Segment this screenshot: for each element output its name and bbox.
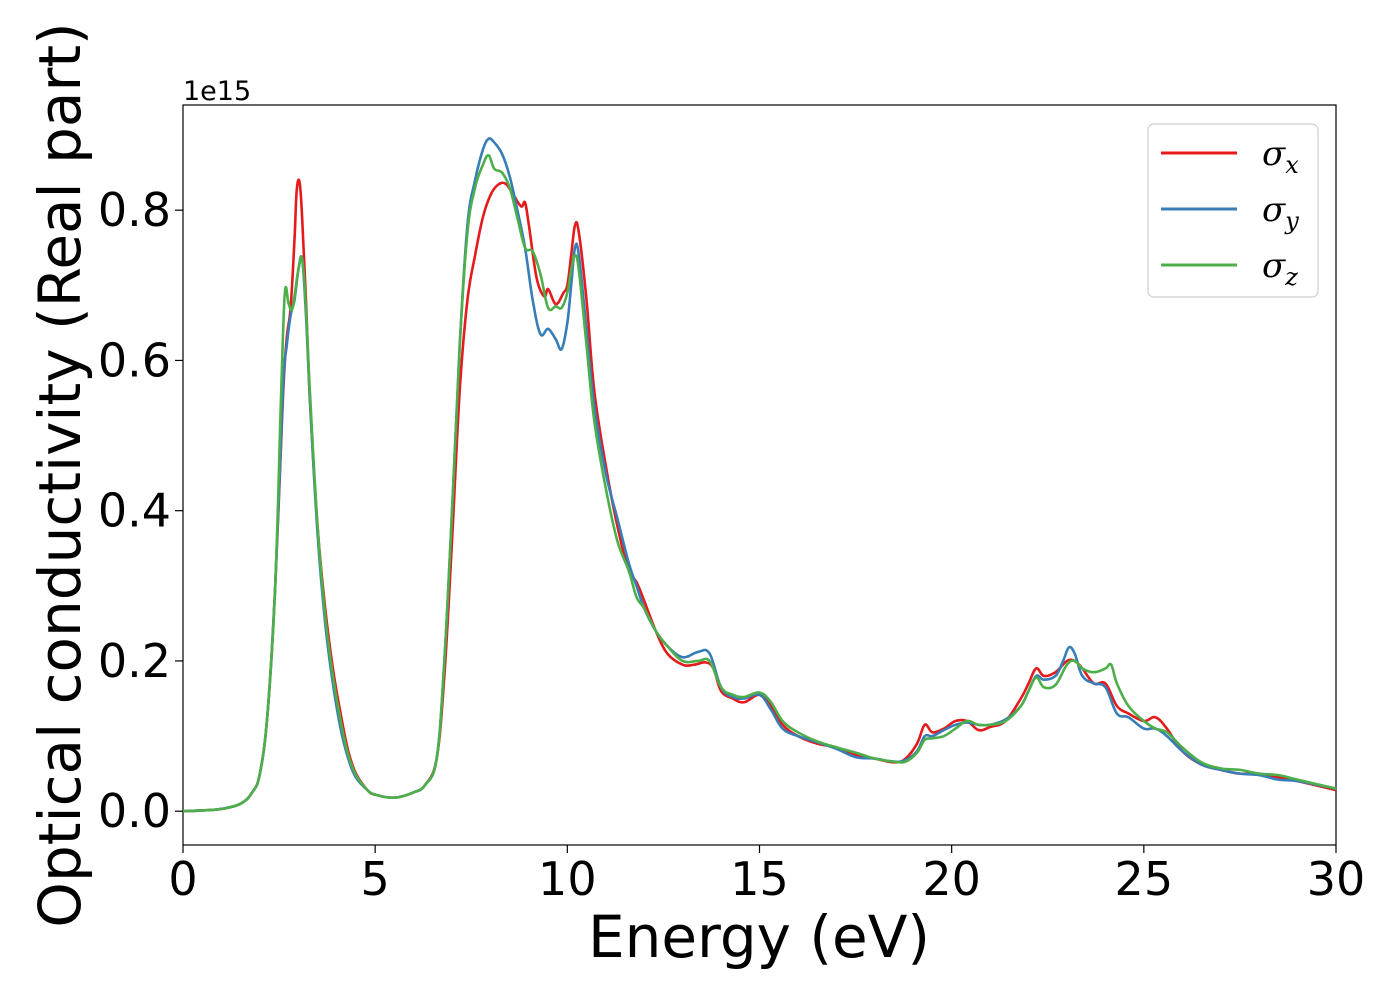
series-line-z [182, 154, 1337, 813]
x-axis-label: Energy (eV) [588, 903, 930, 971]
y-tick-label: 0.0 [98, 784, 171, 838]
y-tick-label: 0.4 [98, 484, 171, 538]
x-tick-label: 30 [1307, 852, 1366, 906]
y-tick-label: 0.8 [98, 183, 171, 237]
y-offset-label: 1e15 [183, 76, 251, 107]
series-layer [182, 137, 1337, 813]
y-axis: 0.0 0.2 0.4 0.6 0.8 [98, 183, 183, 838]
x-tick-label: 0 [168, 852, 197, 906]
x-tick-label: 10 [538, 852, 597, 906]
y-axis-label: Optical conductivity (Real part) [26, 22, 94, 927]
y-tick-label: 0.2 [98, 634, 171, 688]
x-tick-label: 5 [361, 852, 390, 906]
x-tick-label: 20 [922, 852, 981, 906]
x-tick-label: 25 [1115, 852, 1174, 906]
y-tick-label: 0.6 [98, 333, 171, 387]
x-axis: 0 5 10 15 20 25 30 [168, 845, 1365, 906]
legend-label-x: σx [1262, 134, 1299, 179]
x-tick-label: 15 [730, 852, 789, 906]
